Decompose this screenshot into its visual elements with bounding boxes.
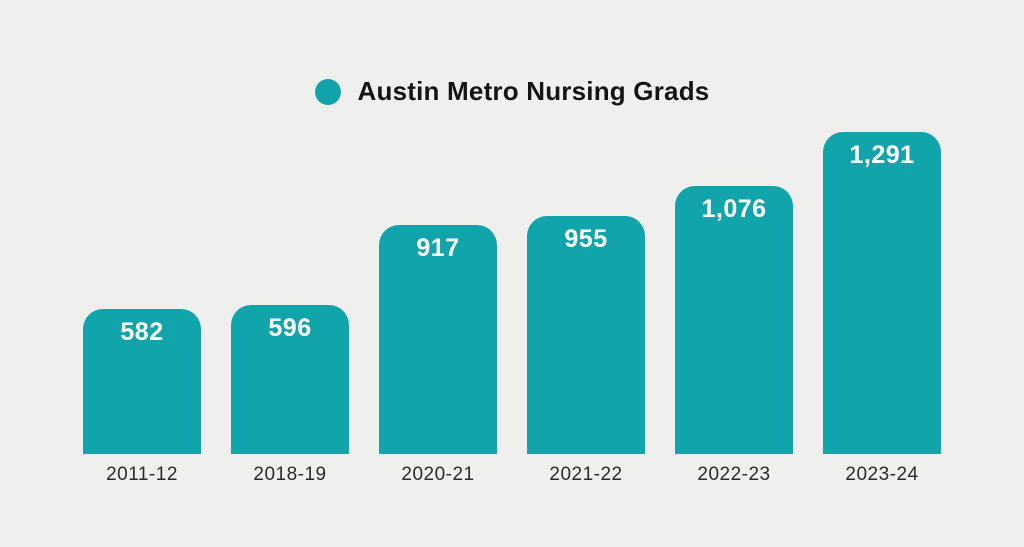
bar-value-label: 917 xyxy=(416,234,460,262)
bar: 1,291 xyxy=(823,132,941,454)
bar-value-label: 955 xyxy=(564,225,608,253)
bar-value-label: 596 xyxy=(268,314,312,342)
x-axis-label: 2021-22 xyxy=(549,464,623,485)
x-axis-label: 2022-23 xyxy=(697,464,771,485)
bar-value-label: 582 xyxy=(120,318,164,346)
chart-title: Austin Metro Nursing Grads xyxy=(357,76,710,106)
bar-value-label: 1,291 xyxy=(849,141,915,169)
x-axis-label: 2020-21 xyxy=(401,464,475,485)
bar: 917 xyxy=(379,225,497,454)
bar: 1,076 xyxy=(675,186,793,454)
legend: Austin Metro Nursing Grads xyxy=(0,76,1024,107)
x-axis-label: 2011-12 xyxy=(106,464,178,485)
bar: 582 xyxy=(83,309,201,454)
x-axis-label: 2023-24 xyxy=(845,464,919,485)
bar-value-label: 1,076 xyxy=(701,195,767,223)
bar: 955 xyxy=(527,216,645,454)
bar: 596 xyxy=(231,305,349,454)
legend-dot-icon xyxy=(314,78,341,105)
x-axis-label: 2018-19 xyxy=(253,464,327,485)
